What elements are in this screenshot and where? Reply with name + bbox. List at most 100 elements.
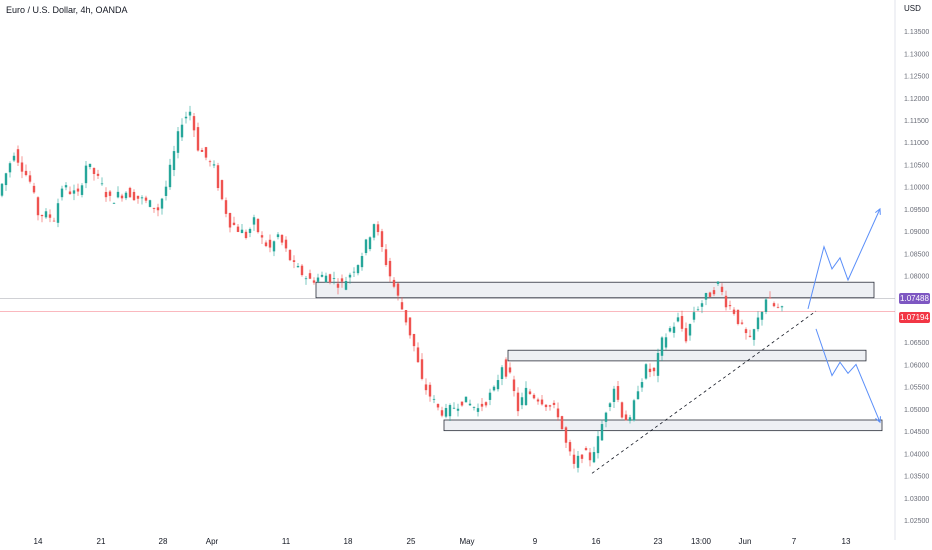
- candle-body: [132, 191, 136, 201]
- candle-body: [752, 329, 756, 340]
- candle-body: [756, 317, 760, 330]
- candle-body: [0, 183, 4, 196]
- candle-body: [500, 367, 504, 380]
- projection-arrow-head: [875, 207, 881, 215]
- candle-body: [388, 260, 392, 277]
- candle-body: [252, 217, 256, 225]
- candle-body: [332, 278, 336, 279]
- candle-body: [112, 202, 116, 204]
- candle-body: [608, 403, 612, 408]
- candle-body: [32, 185, 36, 193]
- candle-body: [188, 111, 192, 116]
- candle-body: [232, 222, 236, 225]
- candle-body: [400, 302, 404, 310]
- price-axis-tick: 1.06000: [904, 362, 929, 369]
- candle-body: [572, 454, 576, 464]
- price-axis-tick: 1.12000: [904, 96, 929, 103]
- candle-body: [360, 256, 364, 268]
- candle-body: [560, 416, 564, 430]
- candle-body: [380, 231, 384, 247]
- candle-body: [368, 237, 372, 250]
- candle-body: [36, 197, 40, 216]
- candle-body: [692, 312, 696, 320]
- candle-body: [164, 186, 168, 196]
- candle-body: [104, 191, 108, 198]
- candle-body: [64, 185, 68, 188]
- price-axis-unit: USD: [904, 4, 921, 13]
- candle-body: [552, 402, 556, 405]
- candle-body: [524, 387, 528, 406]
- candle-body: [728, 305, 732, 307]
- candle-body: [648, 368, 652, 373]
- candle-body: [640, 382, 644, 388]
- candle-body: [776, 306, 780, 308]
- candle-body: [528, 391, 532, 394]
- candle-body: [636, 391, 640, 400]
- marked-price-badge: 1.07488: [899, 292, 930, 304]
- support-resistance-zone: [443, 419, 883, 432]
- candle-body: [328, 274, 332, 283]
- candle-body: [176, 131, 180, 153]
- time-axis-tick: May: [459, 537, 474, 546]
- current-price-badge: 1.07194: [899, 311, 930, 323]
- candle-body: [532, 394, 536, 399]
- candle-body: [720, 286, 724, 293]
- time-axis-tick: 18: [344, 537, 353, 546]
- candle-body: [508, 367, 512, 373]
- projection-arrow-head: [875, 416, 881, 424]
- candle-body: [480, 403, 484, 407]
- candle-body: [460, 401, 464, 406]
- candle-body: [100, 183, 104, 185]
- candle-body: [580, 454, 584, 459]
- candle-body: [8, 163, 12, 173]
- time-axis-tick: 7: [792, 537, 797, 546]
- candle-body: [624, 414, 628, 421]
- candle-body: [20, 162, 24, 172]
- candle-body: [488, 392, 492, 400]
- candle-body: [428, 384, 432, 397]
- time-axis-tick: 14: [34, 537, 43, 546]
- candle-body: [108, 191, 112, 196]
- time-axis-tick: Jun: [739, 537, 752, 546]
- candle-body: [4, 173, 8, 186]
- candle-body: [772, 303, 776, 307]
- candle-body: [168, 164, 172, 188]
- price-axis-tick: 1.02500: [904, 518, 929, 525]
- candle-body: [612, 388, 616, 403]
- candle-body: [556, 408, 560, 418]
- candle-body: [384, 249, 388, 265]
- candle-body: [484, 402, 488, 406]
- candle-body: [272, 241, 276, 252]
- candle-body: [196, 127, 200, 151]
- price-axis-tick: 1.12500: [904, 74, 929, 81]
- price-axis-tick: 1.05500: [904, 385, 929, 392]
- candle-body: [520, 397, 524, 406]
- time-axis-tick: 11: [282, 537, 291, 546]
- candle-body: [84, 165, 88, 184]
- candle-body: [584, 448, 588, 451]
- candle-body: [220, 180, 224, 200]
- candle-body: [296, 265, 300, 268]
- candle-body: [172, 151, 176, 171]
- candle-body: [140, 197, 144, 199]
- time-axis-tick: Apr: [206, 537, 219, 546]
- price-axis-tick: 1.04500: [904, 429, 929, 436]
- time-axis-tick: 28: [159, 537, 168, 546]
- candle-body: [24, 170, 28, 176]
- candle-body: [536, 399, 540, 402]
- candle-body: [52, 220, 56, 222]
- bearish-projection-path: [815, 328, 881, 423]
- candle-body: [292, 260, 296, 262]
- candle-body: [192, 116, 196, 131]
- bullish-projection-path: [807, 208, 881, 310]
- candle-body: [604, 412, 608, 422]
- candle-body: [80, 185, 84, 195]
- time-axis-tick: 21: [97, 537, 106, 546]
- candle-body: [396, 283, 400, 296]
- candle-body: [248, 228, 252, 233]
- candle-body: [708, 292, 712, 297]
- price-axis-tick: 1.10000: [904, 185, 929, 192]
- candle-body: [440, 410, 444, 416]
- candle-body: [128, 187, 132, 198]
